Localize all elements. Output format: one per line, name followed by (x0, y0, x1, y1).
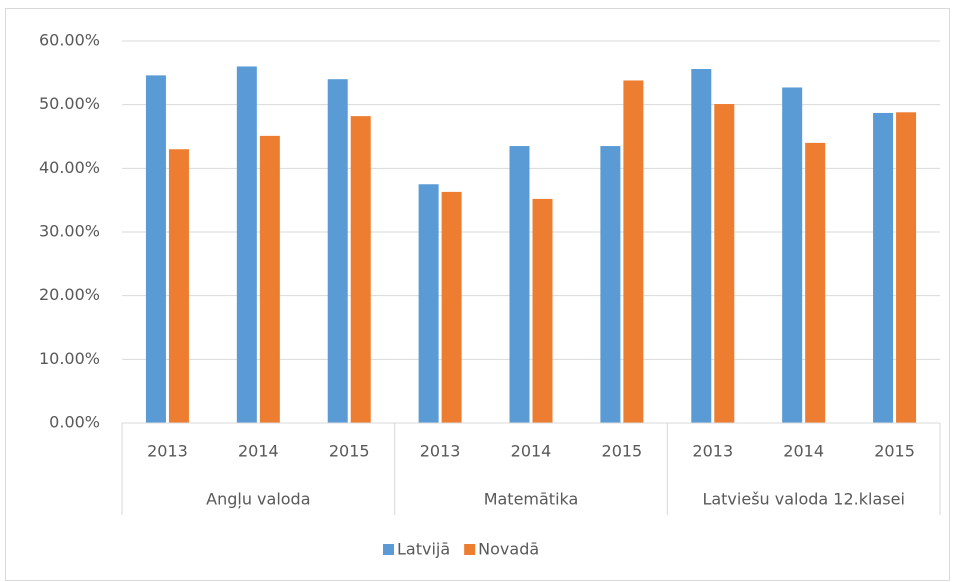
bar (691, 69, 712, 423)
bar (418, 184, 439, 423)
legend-swatch (464, 544, 476, 555)
legend-label: Novadā (478, 540, 539, 559)
x-tick-label: 2014 (783, 442, 824, 461)
bar (600, 146, 621, 424)
bar (350, 116, 371, 424)
legend-swatch (383, 544, 394, 555)
bar (714, 104, 735, 423)
bar (441, 191, 462, 423)
x-tick-label: 2015 (602, 442, 643, 461)
bar (259, 135, 280, 423)
y-tick-label: 40.00% (39, 158, 100, 177)
bar (805, 142, 826, 423)
bar (532, 198, 553, 423)
bar (327, 79, 348, 423)
group-label: Matemātika (484, 490, 579, 509)
bar (236, 66, 257, 423)
bar (145, 75, 166, 423)
bar (896, 112, 917, 423)
x-tick-label: 2013 (692, 442, 733, 461)
y-tick-label: 20.00% (39, 285, 100, 304)
bar (509, 146, 530, 424)
bar (782, 87, 803, 423)
legend-label: Latvijā (397, 540, 450, 559)
x-tick-label: 2014 (238, 442, 279, 461)
y-tick-label: 50.00% (39, 94, 100, 113)
bar (873, 112, 894, 424)
bar (168, 149, 189, 423)
y-tick-label: 10.00% (39, 349, 100, 368)
x-tick-label: 2015 (874, 442, 915, 461)
y-tick-label: 60.00% (39, 31, 100, 50)
bar (623, 80, 644, 424)
group-label: Angļu valoda (206, 490, 310, 509)
y-tick-label: 0.00% (49, 413, 100, 432)
x-tick-label: 2015 (329, 442, 370, 461)
y-tick-label: 30.00% (39, 222, 100, 241)
x-tick-label: 2013 (147, 442, 188, 461)
group-label: Latviešu valoda 12.klasei (702, 490, 904, 509)
x-tick-label: 2013 (420, 442, 461, 461)
x-tick-label: 2014 (511, 442, 552, 461)
